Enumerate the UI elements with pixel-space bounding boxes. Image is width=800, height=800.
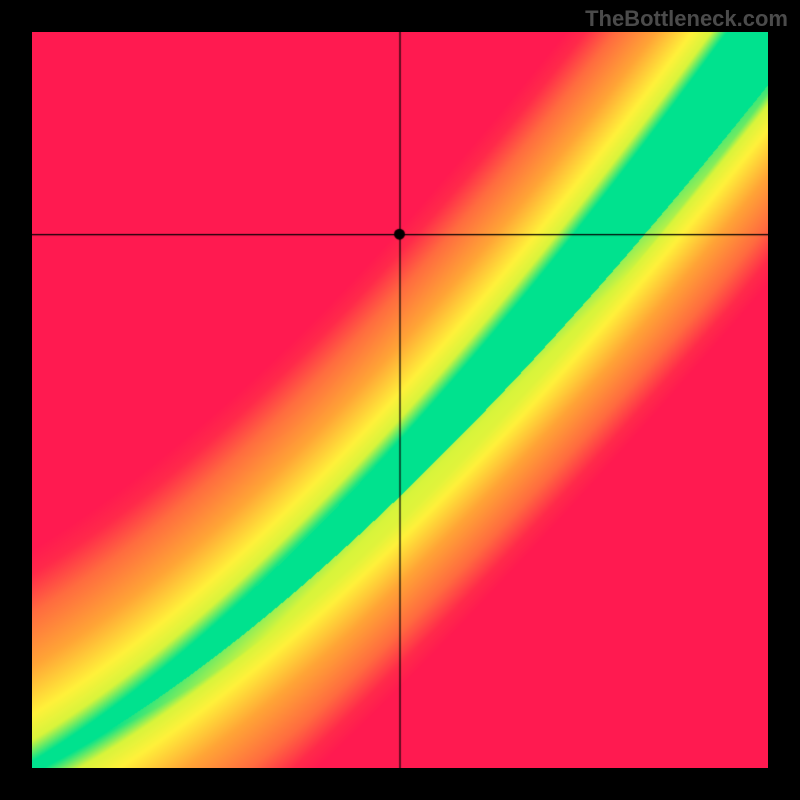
bottleneck-heatmap	[32, 32, 768, 768]
chart-container: TheBottleneck.com	[0, 0, 800, 800]
watermark-text: TheBottleneck.com	[585, 6, 788, 32]
